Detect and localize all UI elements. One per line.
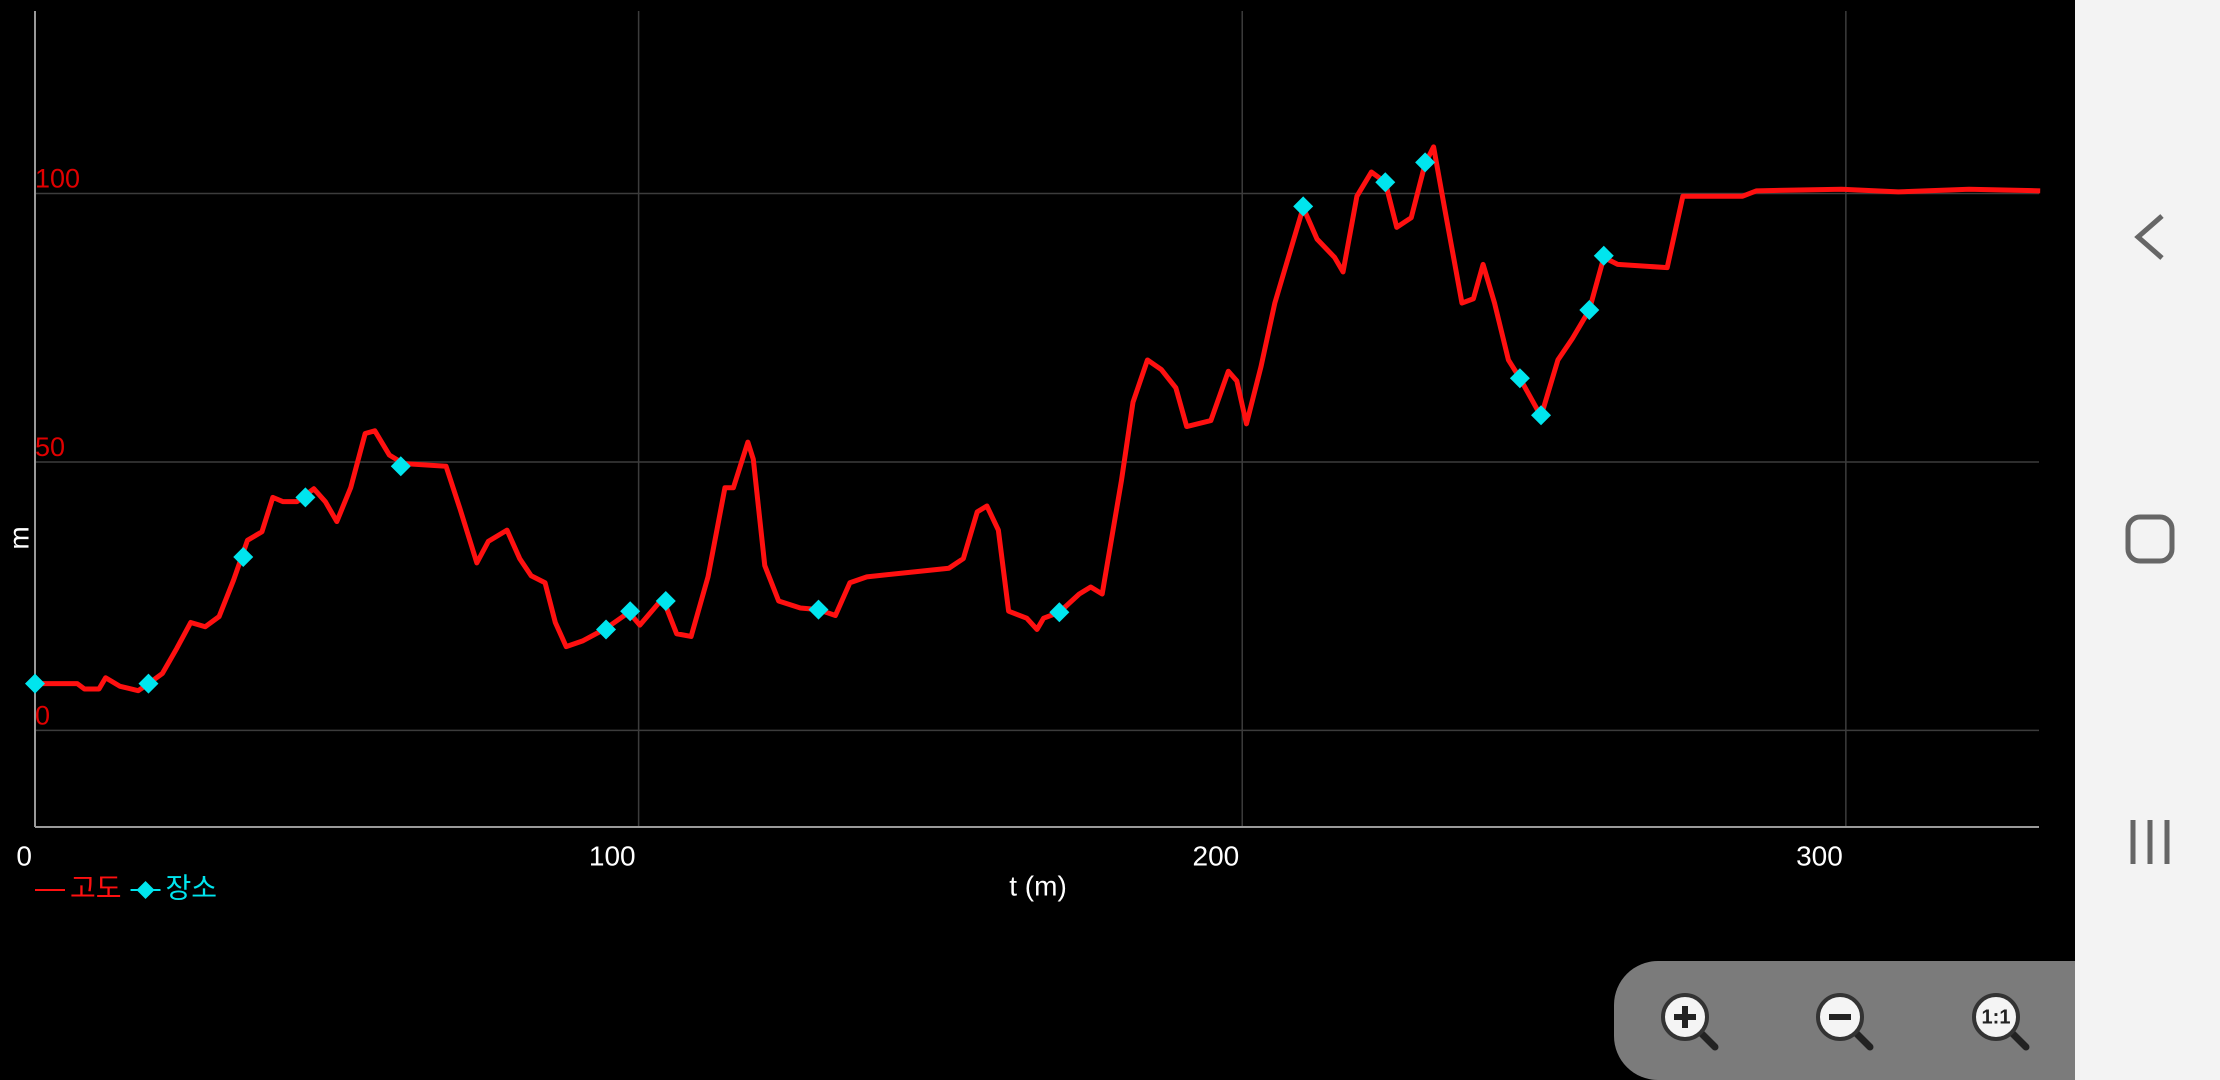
zoom-in-button[interactable]: [1661, 993, 1719, 1051]
place-marker: [233, 546, 254, 567]
chart: t (m) m 0 100 200 300 0 50 100 고도 장소: [3, 11, 2041, 903]
y-tick-label: 100: [35, 164, 80, 194]
place-marker: [1049, 602, 1070, 623]
zoom-icons: 1:1: [1661, 993, 2030, 1051]
place-marker: [138, 673, 159, 694]
zoom-reset-label: 1:1: [1982, 1006, 2011, 1028]
zoom-panel: 1:1: [1614, 961, 2075, 1080]
nav-icons: [2125, 214, 2175, 864]
place-marker: [1579, 300, 1600, 321]
elevation-line: [35, 144, 2041, 694]
legend-label: 고도: [70, 872, 122, 903]
place-marker: [1375, 172, 1396, 193]
place-marker: [1293, 196, 1314, 217]
place-marker: [295, 487, 316, 508]
place-marker: [25, 673, 45, 694]
place-marker: [596, 619, 617, 640]
zoom-out-button[interactable]: [1816, 993, 1874, 1051]
place-marker: [1593, 245, 1614, 266]
x-tick-label: 200: [1193, 840, 1240, 871]
legend-label: 장소: [166, 872, 218, 903]
legend-swatch: [136, 881, 155, 899]
recents-button[interactable]: [2130, 820, 2170, 864]
x-tick-label: 0: [16, 840, 32, 871]
navigation-bar: [2075, 0, 2220, 1080]
x-tick-label: 300: [1796, 840, 1843, 871]
place-marker: [655, 590, 676, 611]
place-marker: [1509, 368, 1530, 389]
place-marker: [390, 456, 411, 477]
place-marker: [808, 599, 829, 620]
back-button[interactable]: [2134, 214, 2164, 260]
y-tick-label: 0: [35, 700, 50, 730]
home-button[interactable]: [2125, 514, 2175, 564]
x-axis-label: t (m): [1009, 870, 1067, 901]
x-tick-label: 100: [589, 840, 636, 871]
zoom-reset-button[interactable]: 1:1: [1972, 993, 2030, 1051]
place-marker: [620, 601, 641, 622]
place-marker: [1415, 152, 1436, 173]
y-axis-label: m: [3, 526, 34, 549]
place-marker: [1531, 405, 1552, 426]
y-tick-label: 50: [35, 432, 65, 462]
